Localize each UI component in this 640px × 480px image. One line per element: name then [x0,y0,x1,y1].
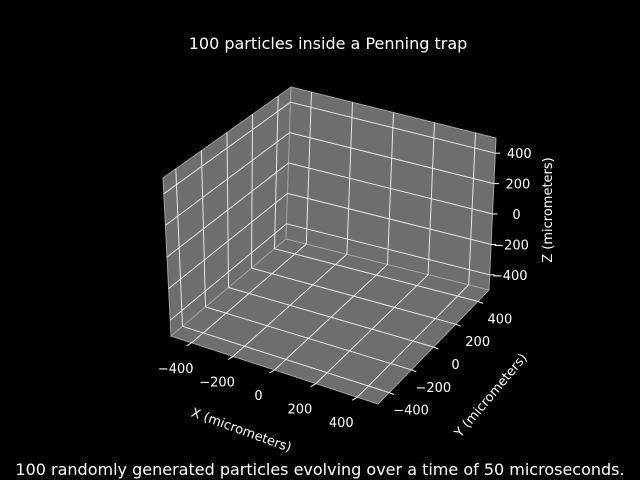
y-grid-line [274,248,479,302]
z-grid-line [290,101,496,154]
x-tick-label: −400 [158,362,194,377]
y-tick [388,392,395,396]
figure-caption: 100 randomly generated particles evolvin… [15,460,624,479]
y-grid-line [205,306,412,371]
y-tick [433,346,439,350]
y-tick-label: 0 [451,358,459,373]
x-tick [352,396,358,401]
tick-marks [186,152,501,401]
z-tick-label: −400 [492,269,528,284]
z-axis-label: Z (micrometers) [541,157,556,263]
grid-lines [163,92,496,398]
y-axis-label: Y (micrometers) [451,351,530,441]
z-grid-line [166,162,289,258]
y-tick [455,323,461,327]
z-grid-line [163,101,291,195]
y-tick-label: 200 [465,335,490,350]
z-tick-label: 200 [505,178,530,193]
z-tick-labels: −400 −200 0 200 400 [492,147,532,284]
x-tick-label: 400 [329,416,354,431]
chart-title: 100 particles inside a Penning trap [189,34,468,53]
x-tick [310,383,317,388]
z-grid-line [286,223,490,276]
y-tick-label: −400 [393,404,429,419]
z-grid-line [169,223,287,321]
y-grid-line [251,267,456,325]
axes-panes [162,86,497,405]
y-grid-line [182,325,390,394]
y-tick-label: −200 [415,381,451,396]
z-grid-line [168,193,288,289]
z-grid-line [287,192,492,245]
x-tick-label: 200 [287,403,312,418]
z-grid-line [288,162,493,215]
x-tick [227,355,234,360]
x-tick-labels: −400 −200 0 200 400 [158,362,354,431]
y-grid-line [228,287,434,348]
x-axis-label: X (micrometers) [189,406,293,456]
x-tick [186,342,192,347]
y-tick [411,369,417,373]
z-tick-label: 400 [507,147,532,162]
z-tick-label: 0 [512,208,520,223]
floor-pane [169,238,490,405]
z-tick-label: −200 [493,238,529,253]
x-tick [269,369,275,374]
y-tick-labels: −400 −200 0 200 400 [393,312,512,418]
y-tick-label: 400 [487,312,512,327]
y-tick [477,300,484,304]
x-tick-label: −200 [199,375,235,390]
z-grid-line [289,132,495,185]
z-grid-line [165,132,290,226]
x-tick-label: 0 [254,389,262,404]
